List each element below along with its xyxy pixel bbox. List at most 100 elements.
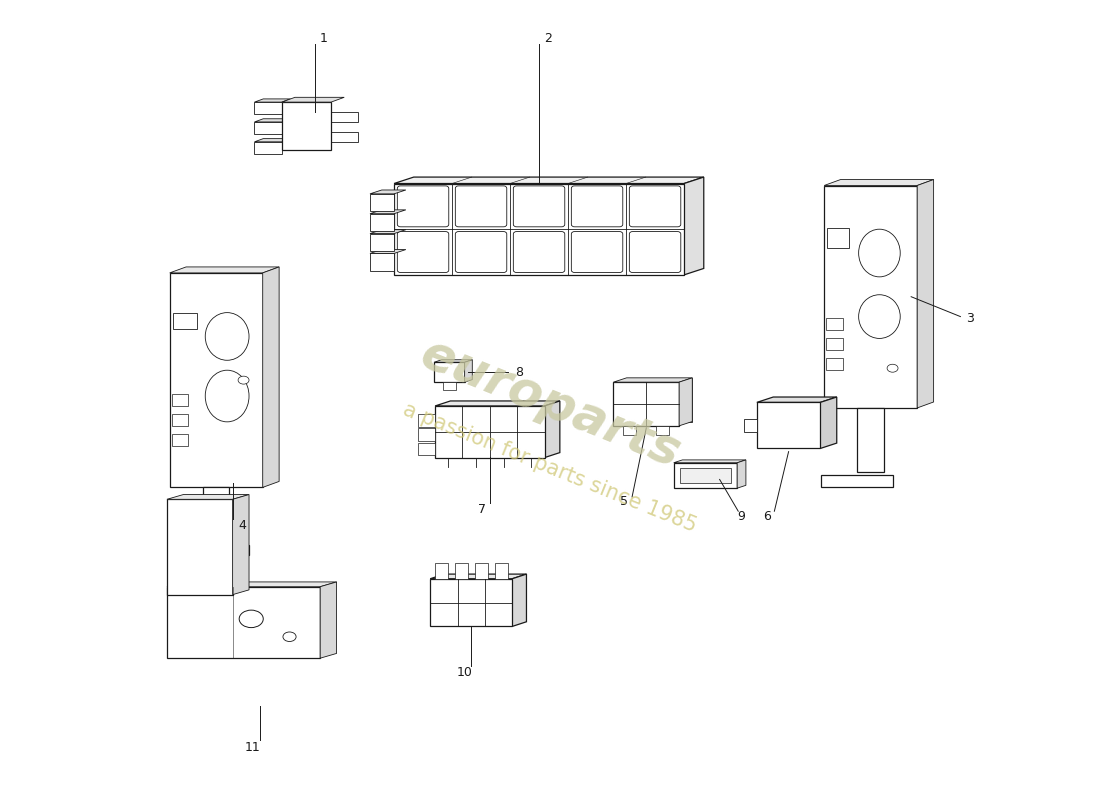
Polygon shape	[370, 190, 406, 194]
FancyBboxPatch shape	[397, 231, 449, 273]
Text: 11: 11	[244, 741, 261, 754]
Bar	[827, 228, 849, 248]
Bar	[624, 426, 637, 435]
Text: 8: 8	[515, 366, 522, 378]
Polygon shape	[254, 122, 282, 134]
Polygon shape	[434, 563, 448, 578]
FancyBboxPatch shape	[629, 186, 681, 227]
Ellipse shape	[283, 632, 296, 642]
Polygon shape	[824, 179, 934, 186]
Polygon shape	[673, 460, 746, 462]
Text: 7: 7	[478, 503, 486, 516]
Bar	[418, 414, 436, 426]
Polygon shape	[204, 487, 229, 543]
Polygon shape	[436, 401, 560, 406]
FancyBboxPatch shape	[455, 186, 507, 227]
Polygon shape	[254, 138, 290, 142]
Polygon shape	[495, 563, 508, 578]
Bar	[418, 428, 436, 441]
Polygon shape	[370, 194, 394, 211]
Polygon shape	[475, 563, 487, 578]
Polygon shape	[331, 113, 359, 122]
Polygon shape	[821, 397, 837, 449]
Polygon shape	[614, 382, 679, 426]
Ellipse shape	[859, 294, 900, 338]
Polygon shape	[824, 186, 917, 408]
Polygon shape	[679, 378, 692, 426]
Text: 6: 6	[762, 510, 771, 523]
Polygon shape	[331, 132, 359, 142]
Polygon shape	[370, 210, 406, 214]
Polygon shape	[464, 360, 472, 382]
Polygon shape	[370, 250, 406, 254]
Text: europarts: europarts	[412, 330, 688, 478]
Polygon shape	[254, 99, 290, 102]
Polygon shape	[454, 563, 467, 578]
Polygon shape	[394, 183, 684, 275]
Polygon shape	[757, 402, 821, 449]
Ellipse shape	[206, 313, 249, 360]
Bar	[826, 358, 843, 370]
Polygon shape	[513, 574, 527, 626]
Polygon shape	[627, 378, 692, 422]
Polygon shape	[370, 234, 394, 251]
FancyBboxPatch shape	[514, 186, 564, 227]
Polygon shape	[430, 574, 527, 578]
Polygon shape	[184, 545, 249, 555]
Polygon shape	[544, 401, 560, 458]
FancyBboxPatch shape	[629, 231, 681, 273]
Polygon shape	[394, 177, 704, 183]
Polygon shape	[167, 494, 249, 499]
FancyBboxPatch shape	[455, 231, 507, 273]
Text: 3: 3	[966, 312, 974, 325]
Polygon shape	[434, 362, 464, 382]
FancyBboxPatch shape	[397, 186, 449, 227]
Circle shape	[887, 364, 898, 372]
Text: 1: 1	[320, 32, 328, 45]
FancyBboxPatch shape	[571, 186, 623, 227]
Ellipse shape	[206, 370, 249, 422]
Bar	[173, 313, 197, 329]
Polygon shape	[370, 214, 394, 231]
Bar	[680, 467, 730, 483]
Circle shape	[238, 376, 249, 384]
Text: 9: 9	[738, 510, 746, 523]
Text: a passion for parts since 1985: a passion for parts since 1985	[400, 399, 700, 536]
Bar	[657, 426, 669, 435]
Polygon shape	[282, 137, 344, 142]
Polygon shape	[370, 230, 406, 234]
Bar	[826, 338, 843, 350]
Polygon shape	[167, 499, 232, 594]
Bar	[744, 419, 757, 432]
Polygon shape	[167, 586, 320, 658]
Polygon shape	[684, 177, 704, 275]
Text: 2: 2	[544, 32, 552, 45]
Polygon shape	[857, 408, 884, 471]
Text: 4: 4	[238, 519, 246, 532]
Text: 5: 5	[620, 495, 628, 508]
Polygon shape	[254, 102, 282, 114]
Polygon shape	[737, 460, 746, 488]
Polygon shape	[282, 102, 331, 150]
Polygon shape	[370, 254, 394, 271]
Polygon shape	[822, 475, 892, 487]
FancyBboxPatch shape	[514, 231, 564, 273]
Polygon shape	[757, 397, 837, 402]
Polygon shape	[436, 406, 544, 458]
Polygon shape	[169, 267, 279, 273]
Polygon shape	[320, 582, 337, 658]
Bar	[172, 434, 188, 446]
Polygon shape	[430, 578, 513, 626]
Ellipse shape	[239, 610, 263, 628]
Polygon shape	[614, 378, 692, 382]
Polygon shape	[434, 360, 472, 362]
Polygon shape	[232, 494, 249, 594]
Polygon shape	[167, 582, 337, 586]
Bar	[172, 414, 188, 426]
Bar	[442, 382, 455, 390]
Polygon shape	[673, 462, 737, 488]
Ellipse shape	[859, 229, 900, 277]
Bar	[826, 318, 843, 330]
Polygon shape	[254, 142, 282, 154]
Bar	[418, 442, 436, 455]
